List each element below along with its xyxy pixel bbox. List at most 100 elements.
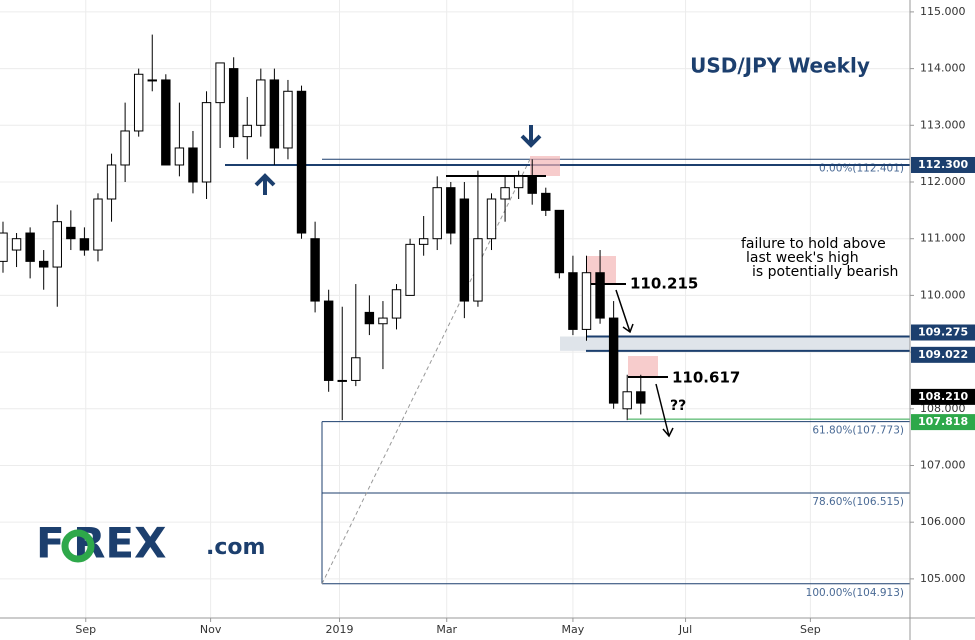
candle-body — [432, 187, 442, 240]
candle-body — [513, 175, 524, 189]
annotation: is potentially bearish — [752, 264, 898, 280]
x-tick-label: Mar — [436, 623, 457, 636]
candle-body — [446, 187, 456, 234]
candle-body — [106, 164, 117, 200]
y-axis-panel — [910, 0, 975, 640]
x-axis-panel — [0, 618, 975, 640]
candle-body — [52, 221, 62, 268]
candle-body — [174, 147, 185, 166]
x-tick-label: May — [562, 623, 585, 636]
candle-body — [500, 187, 510, 200]
candle-body — [147, 79, 157, 82]
candle-body — [93, 198, 103, 251]
annotation: failure to hold above — [741, 236, 886, 252]
x-tick-label: Nov — [200, 623, 222, 636]
logo-o — [61, 529, 95, 563]
candle-body — [337, 379, 347, 382]
candle-body — [133, 73, 144, 132]
candle-body — [215, 62, 225, 104]
candle-body — [25, 232, 35, 262]
candle-body — [608, 317, 619, 404]
x-tick-label: Sep — [75, 623, 96, 636]
price-label-box — [911, 414, 975, 431]
annotation: 110.215 — [630, 275, 698, 293]
candle-body — [391, 289, 402, 319]
candle-body — [296, 90, 307, 234]
candle-body — [541, 192, 551, 211]
chart-title: USD/JPY Weekly — [690, 54, 870, 78]
candle-body — [527, 175, 537, 194]
candles — [0, 34, 646, 421]
x-tick-label: Jul — [678, 623, 692, 636]
price-label: 108.210 — [918, 390, 968, 403]
candle-body — [636, 391, 646, 404]
candle-body — [554, 209, 565, 274]
arrow — [615, 289, 674, 438]
candle-body — [622, 391, 632, 410]
candle-body — [283, 90, 293, 149]
fib-label: 78.60%(106.515) — [812, 496, 904, 508]
y-tick-label: 107.000 — [920, 458, 966, 471]
candle-body — [228, 68, 239, 138]
candle-body — [269, 79, 280, 149]
arrow-down — [520, 125, 542, 148]
price-label-box — [911, 324, 975, 341]
axes: 105.000106.000107.000108.000109.000110.0… — [75, 5, 975, 636]
y-tick-label: 113.000 — [920, 118, 966, 131]
candle-body — [405, 243, 415, 296]
candle-body — [323, 300, 334, 381]
y-tick-label: 115.000 — [920, 5, 966, 18]
arrow-up — [254, 173, 276, 195]
levels: 0.00%(112.401)61.80%(107.773)78.60%(106.… — [225, 158, 910, 599]
price-label-box — [911, 156, 975, 173]
price-label-box — [911, 346, 975, 363]
price-label: 109.022 — [918, 348, 968, 361]
candle-body — [120, 130, 130, 166]
overlay: 110.215 110.617?? failure to hold abovelas… — [630, 236, 898, 414]
y-tick-label: 111.000 — [920, 232, 966, 245]
support-zone — [560, 336, 910, 351]
y-tick-label: 110.000 — [920, 288, 966, 301]
annotation: last week's high — [746, 250, 859, 266]
candle-body — [0, 232, 8, 262]
price-label: 112.300 — [918, 158, 968, 171]
logo-suffix: .com — [206, 535, 265, 560]
price-label-box — [911, 388, 975, 405]
candle-body — [310, 238, 320, 302]
highlight-box — [628, 356, 658, 376]
fib-label: 61.80%(107.773) — [812, 425, 904, 437]
grid — [0, 0, 910, 618]
y-tick-label: 105.000 — [920, 572, 966, 585]
candle-body — [201, 102, 212, 183]
candle-body — [79, 238, 90, 251]
candle-body — [11, 238, 22, 251]
y-tick-label: 106.000 — [920, 515, 966, 528]
y-tick-label: 114.000 — [920, 62, 966, 75]
candle-body — [568, 272, 578, 330]
candle-body — [595, 272, 605, 319]
annotation: 110.617 — [672, 369, 740, 387]
x-tick-label: Sep — [800, 623, 821, 636]
annotation: ?? — [670, 398, 686, 414]
logo: F REX — [36, 519, 167, 568]
fib-label: 100.00%(104.913) — [806, 587, 904, 599]
price-label: 109.275 — [918, 325, 968, 338]
candle-body — [161, 79, 171, 166]
candle-body — [581, 272, 592, 330]
candle-body — [188, 147, 198, 183]
candle-body — [351, 357, 361, 381]
y-tick-label: 108.000 — [920, 402, 966, 415]
x-tick-label: 2019 — [326, 623, 354, 636]
candle-body — [378, 317, 388, 325]
candle-body — [459, 198, 470, 302]
candle-body — [418, 238, 429, 245]
candle-body — [473, 238, 483, 302]
candle-body — [38, 260, 49, 268]
candle-body — [242, 124, 252, 138]
y-tick-label: 112.000 — [920, 175, 966, 188]
highlight-box — [530, 156, 560, 176]
candle-body — [66, 226, 76, 240]
price-label: 107.818 — [918, 415, 968, 428]
candle-body — [486, 198, 497, 240]
